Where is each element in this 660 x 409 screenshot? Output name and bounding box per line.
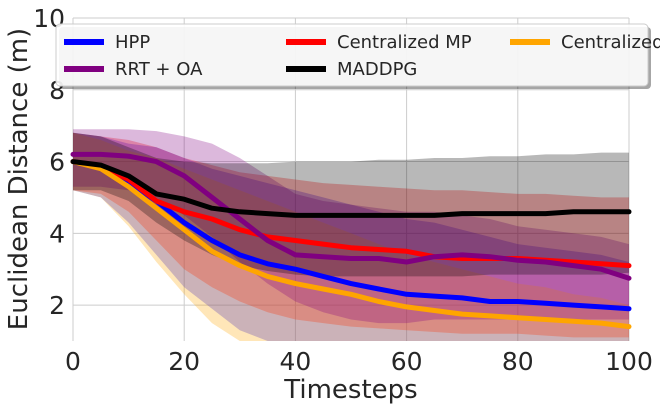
x-axis-label: Timesteps xyxy=(283,375,417,405)
y-tick-label: 6 xyxy=(49,148,65,177)
legend: HPP Centralized MP Centralized OA RRT + OA M… xyxy=(55,23,660,89)
y-tick-label: 4 xyxy=(49,219,65,248)
band-centralized-oa xyxy=(73,132,629,341)
band-hpp xyxy=(73,132,629,341)
y-axis-label: Euclidean Distance (m) xyxy=(4,28,34,330)
x-tick-label: 20 xyxy=(168,347,200,376)
x-tick-label: 100 xyxy=(605,347,653,376)
x-tick-label: 40 xyxy=(279,347,311,376)
legend-label: Centralized MP xyxy=(337,32,472,53)
legend-label: HPP xyxy=(115,32,150,53)
band-centralized-mp xyxy=(73,132,629,338)
legend-label: MADDPG xyxy=(337,59,417,80)
x-tick-label: 0 xyxy=(65,347,81,376)
y-tick-label: 2 xyxy=(49,291,65,320)
legend-label: Centralized OA xyxy=(561,32,660,53)
x-tick-label: 80 xyxy=(502,347,534,376)
series-line-maddpg xyxy=(70,159,632,218)
series-line-rrt-oa xyxy=(70,151,632,281)
legend-label: RRT + OA xyxy=(115,59,203,80)
legend-box xyxy=(55,23,649,87)
band-rrt-oa xyxy=(73,129,629,324)
x-tick-label: 60 xyxy=(391,347,423,376)
series-line-centralized-oa xyxy=(70,159,632,330)
x-axis-ticks: 0 20 40 60 80 100 xyxy=(65,347,653,376)
series-lines xyxy=(70,151,632,330)
series-line-hpp xyxy=(70,159,632,312)
